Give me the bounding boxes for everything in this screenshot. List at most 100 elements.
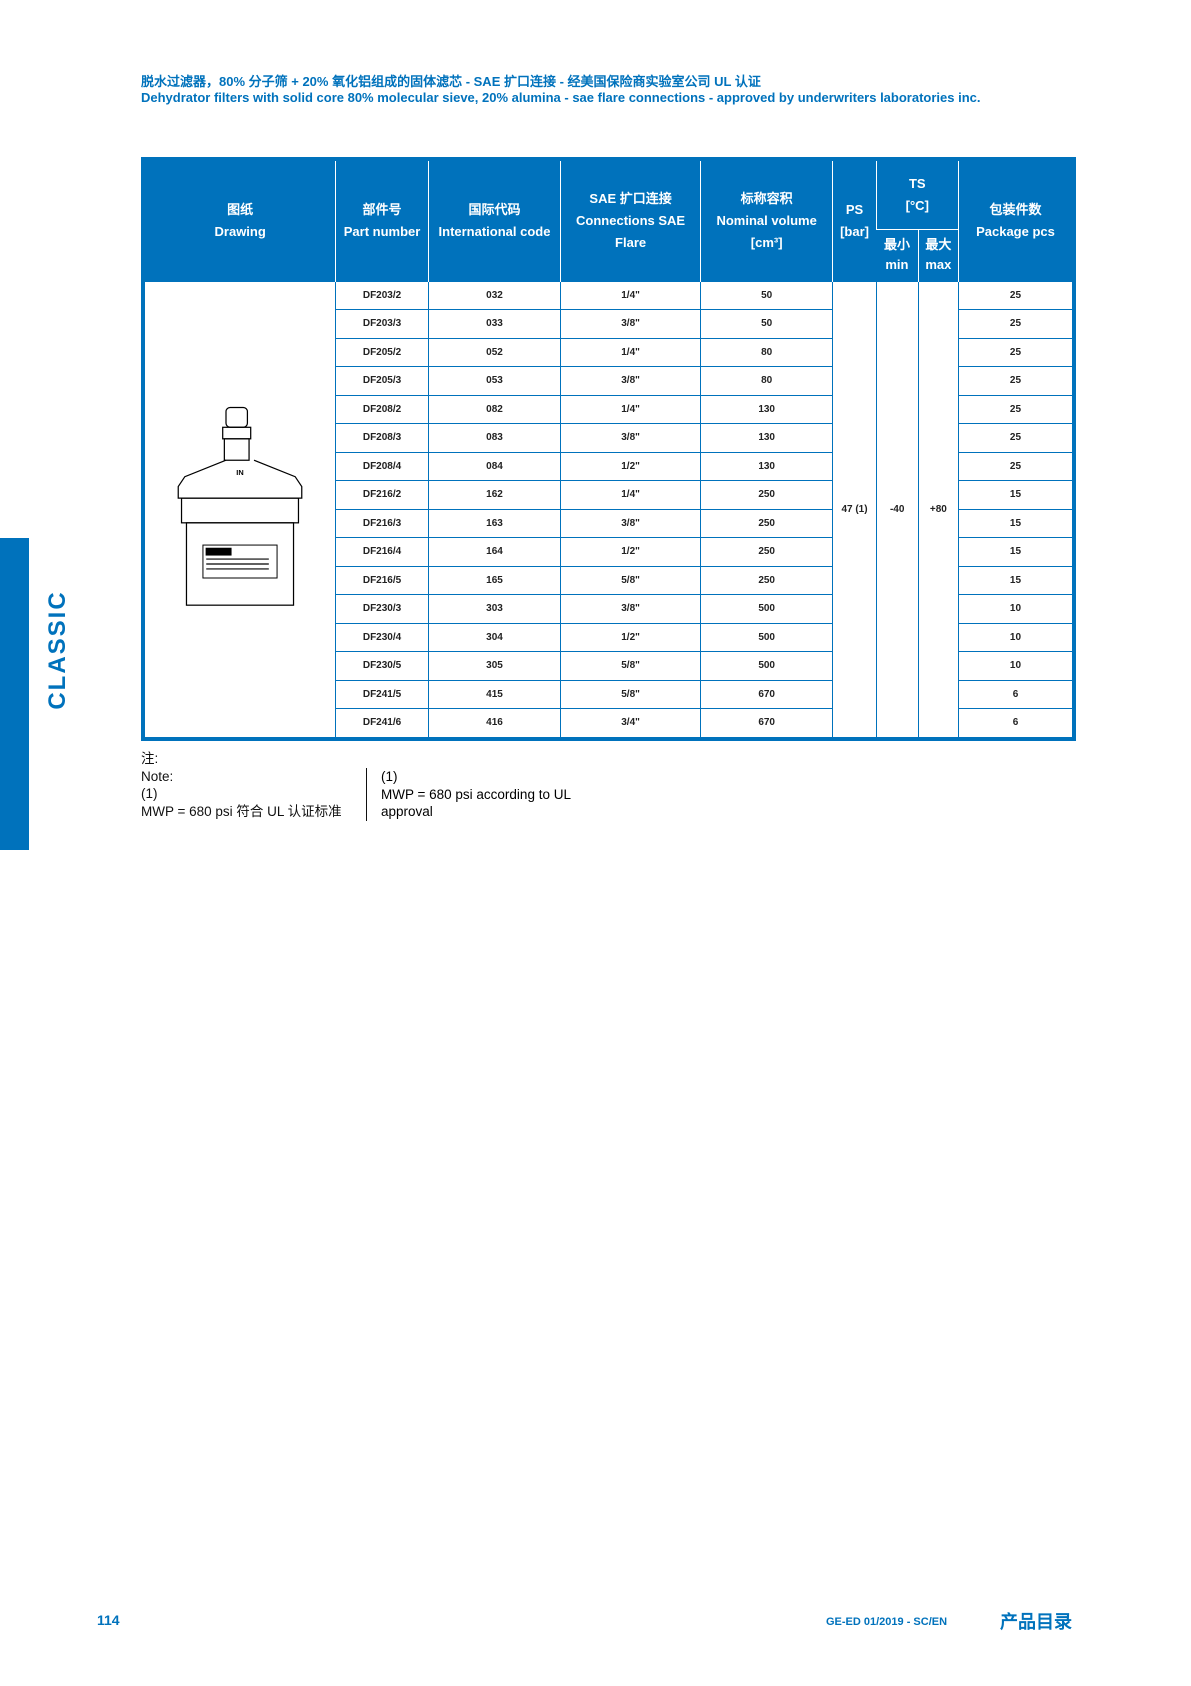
sae-connection: 1/2" <box>560 537 701 567</box>
col-part-cn: 部件号 <box>362 201 402 217</box>
part-number: DF216/2 <box>335 480 429 510</box>
package-pcs: 10 <box>957 651 1075 681</box>
package-pcs: 25 <box>957 394 1075 424</box>
notes-en-text-1: MWP = 680 psi according to UL <box>381 786 571 802</box>
package-pcs: 25 <box>957 423 1075 453</box>
col-drawing-en: Drawing <box>214 223 266 239</box>
part-number: DF230/4 <box>335 622 429 652</box>
table-row: DF208/3 083 3/8" 130 25 <box>143 423 1075 453</box>
part-number: DF230/5 <box>335 651 429 681</box>
col-pkg: 包装件数 Package pcs <box>957 159 1074 281</box>
side-bar <box>0 538 29 850</box>
intl-code: 162 <box>427 480 562 510</box>
col-ts-unit: [°C] <box>905 197 929 213</box>
table-row: DF241/5 415 5/8" 670 6 <box>143 679 1075 709</box>
sae-connection: 1/2" <box>560 451 701 481</box>
sae-connection: 5/8" <box>560 651 701 681</box>
table-row: DF230/4 304 1/2" 500 10 <box>143 622 1075 652</box>
intl-code: 303 <box>427 594 562 624</box>
sae-connection: 1/4" <box>560 337 701 367</box>
sae-connection: 3/8" <box>560 423 701 453</box>
notes-en: (1) MWP = 680 psi according to UL approv… <box>366 768 571 821</box>
part-number: DF216/4 <box>335 537 429 567</box>
nominal-volume: 130 <box>699 423 834 453</box>
intl-code: 164 <box>427 537 562 567</box>
package-pcs: 15 <box>957 480 1075 510</box>
col-volume: 标称容积 Nominal volume [cm³] <box>699 159 833 281</box>
nominal-volume: 500 <box>699 594 834 624</box>
notes: 注: Note: (1) MWP = 680 psi 符合 UL 认证标准 <box>141 750 342 820</box>
part-number: DF203/3 <box>335 309 429 339</box>
nominal-volume: 250 <box>699 480 834 510</box>
table-row: DF205/2 052 1/4" 80 25 <box>143 337 1075 367</box>
package-pcs: 10 <box>957 622 1075 652</box>
nominal-volume: 130 <box>699 451 834 481</box>
intl-code: 053 <box>427 366 562 396</box>
intl-code: 304 <box>427 622 562 652</box>
package-pcs: 10 <box>957 594 1075 624</box>
ps-value: 47 (1) <box>832 280 877 739</box>
drawing-cell: IN <box>142 280 337 739</box>
col-ts-max-en: max <box>925 257 952 272</box>
filter-drawing-icon: IN <box>177 406 303 606</box>
package-pcs: 6 <box>957 679 1075 709</box>
col-intl: 国际代码 International code <box>427 159 561 281</box>
intl-code: 082 <box>427 394 562 424</box>
nominal-volume: 250 <box>699 508 834 538</box>
table-row: DF216/3 163 3/8" 250 15 <box>143 508 1075 538</box>
part-number: DF208/4 <box>335 451 429 481</box>
intl-code: 416 <box>427 708 562 739</box>
package-pcs: 25 <box>957 280 1075 310</box>
spec-table: 图纸 Drawing 部件号 Part number 国际代码 Internation… <box>141 157 1076 741</box>
sae-connection: 3/8" <box>560 594 701 624</box>
col-volume-en: Nominal volume <box>716 212 817 228</box>
package-pcs: 15 <box>957 508 1075 538</box>
package-pcs: 25 <box>957 309 1075 339</box>
part-number: DF208/2 <box>335 394 429 424</box>
part-number: DF205/2 <box>335 337 429 367</box>
col-volume-cn: 标称容积 <box>740 190 793 206</box>
nominal-volume: 80 <box>699 337 834 367</box>
col-ts-min-en: min <box>885 257 909 272</box>
part-number: DF241/5 <box>335 679 429 709</box>
notes-en-ref: (1) <box>381 769 398 784</box>
side-label: CLASSIC <box>44 590 84 709</box>
table-row: DF205/3 053 3/8" 80 25 <box>143 366 1075 396</box>
nominal-volume: 500 <box>699 622 834 652</box>
intl-code: 163 <box>427 508 562 538</box>
intl-code: 084 <box>427 451 562 481</box>
ts-max-value: +80 <box>917 280 959 739</box>
part-number: DF205/3 <box>335 366 429 396</box>
intl-code: 415 <box>427 679 562 709</box>
part-number: DF241/6 <box>335 708 429 739</box>
col-part-en: Part number <box>343 223 421 239</box>
sae-connection: 5/8" <box>560 679 701 709</box>
col-pkg-en: Package pcs <box>976 223 1055 239</box>
col-ts: TS [°C] <box>875 159 959 229</box>
col-ps-label: PS <box>845 201 864 217</box>
part-number: DF208/3 <box>335 423 429 453</box>
package-pcs: 15 <box>957 565 1075 595</box>
nominal-volume: 50 <box>699 280 834 310</box>
table-row: DF208/2 082 1/4" 130 25 <box>143 394 1075 424</box>
table-row: DF230/3 303 3/8" 500 10 <box>143 594 1075 624</box>
intl-code: 052 <box>427 337 562 367</box>
package-pcs: 25 <box>957 366 1075 396</box>
svg-text:IN: IN <box>236 468 243 477</box>
sae-connection: 1/2" <box>560 622 701 652</box>
nominal-volume: 80 <box>699 366 834 396</box>
package-pcs: 15 <box>957 537 1075 567</box>
col-drawing-cn: 图纸 <box>227 201 254 217</box>
table-row: DF216/4 164 1/2" 250 15 <box>143 537 1075 567</box>
sae-connection: 3/8" <box>560 366 701 396</box>
table-row: DF241/6 416 3/4" 670 6 <box>143 708 1075 739</box>
nominal-volume: 670 <box>699 708 834 739</box>
sae-connection: 5/8" <box>560 565 701 595</box>
intl-code: 032 <box>427 280 562 310</box>
title-en: Dehydrator filters with solid core 80% m… <box>141 90 981 105</box>
intl-code: 165 <box>427 565 562 595</box>
package-pcs: 6 <box>957 708 1075 739</box>
table-row: DF230/5 305 5/8" 500 10 <box>143 651 1075 681</box>
nominal-volume: 250 <box>699 537 834 567</box>
sae-connection: 3/4" <box>560 708 701 739</box>
